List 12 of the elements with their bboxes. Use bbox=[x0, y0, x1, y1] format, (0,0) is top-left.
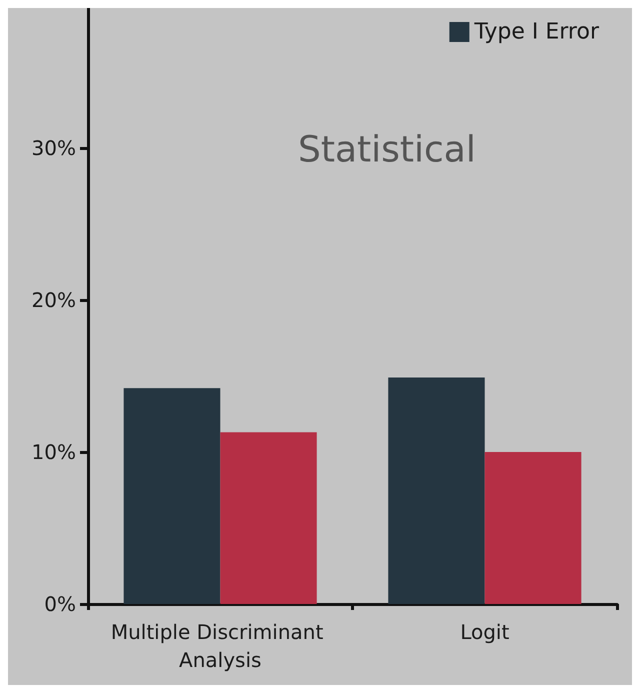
bar bbox=[220, 432, 317, 604]
legend-label: Type I Error bbox=[473, 20, 600, 44]
annotation: Statistical bbox=[298, 130, 476, 170]
x-tick-label: Logit bbox=[460, 620, 510, 644]
bar bbox=[124, 388, 220, 604]
x-tick-label: Multiple Discriminant Analysis bbox=[110, 620, 330, 672]
bar bbox=[388, 377, 485, 604]
y-tick-label: 10% bbox=[32, 440, 76, 464]
bar bbox=[484, 452, 582, 604]
y-tick-label: 0% bbox=[44, 592, 76, 616]
y-tick-label: 30% bbox=[32, 136, 76, 160]
y-tick-label: 20% bbox=[32, 288, 76, 312]
